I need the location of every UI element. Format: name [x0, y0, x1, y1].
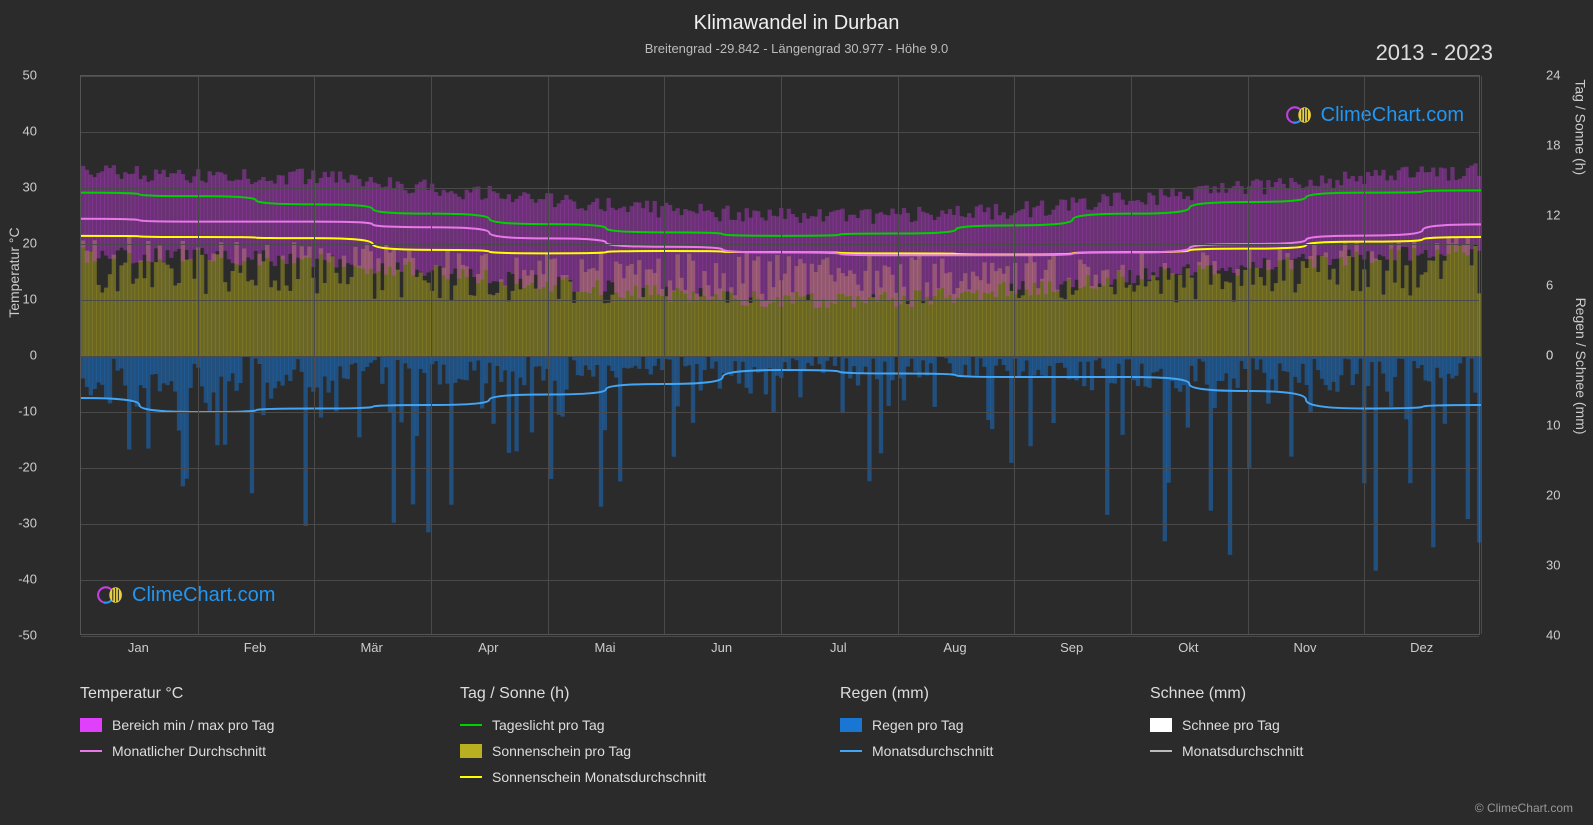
legend-swatch — [840, 718, 862, 732]
legend-item-sunshine-avg: Sonnenschein Monatsdurchschnitt — [460, 769, 800, 785]
legend-label: Tageslicht pro Tag — [492, 717, 605, 733]
legend-title-day-sun: Tag / Sonne (h) — [460, 685, 800, 703]
climechart-logo-icon — [96, 581, 124, 609]
legend-title-rain: Regen (mm) — [840, 685, 1110, 703]
legend-col-snow: Schnee (mm) Schnee pro Tag Monatsdurchsc… — [1150, 685, 1420, 785]
legend-col-day-sun: Tag / Sonne (h) Tageslicht pro Tag Sonne… — [460, 685, 800, 785]
copyright: © ClimeChart.com — [1475, 801, 1573, 815]
legend-label: Monatsdurchschnitt — [1182, 743, 1303, 759]
legend-label: Monatsdurchschnitt — [872, 743, 993, 759]
legend-line — [460, 724, 482, 726]
watermark-text: ClimeChart.com — [1321, 104, 1464, 127]
legend-item-temp-range: Bereich min / max pro Tag — [80, 717, 420, 733]
legend-label: Bereich min / max pro Tag — [112, 717, 274, 733]
legend-line — [1150, 750, 1172, 752]
y-axis-right-bot-label: Regen / Schnee (mm) — [1573, 298, 1589, 435]
legend-item-rain-bars: Regen pro Tag — [840, 717, 1110, 733]
legend: Temperatur °C Bereich min / max pro Tag … — [80, 685, 1480, 785]
y-axis-right-top-label: Tag / Sonne (h) — [1573, 79, 1589, 175]
watermark-top-right: ClimeChart.com — [1285, 101, 1464, 129]
chart-title: Klimawandel in Durban — [0, 0, 1593, 35]
chart-subtitle: Breitengrad -29.842 - Längengrad 30.977 … — [0, 35, 1593, 56]
legend-item-snow-avg: Monatsdurchschnitt — [1150, 743, 1420, 759]
legend-title-temp: Temperatur °C — [80, 685, 420, 703]
legend-item-daylight: Tageslicht pro Tag — [460, 717, 800, 733]
legend-label: Sonnenschein pro Tag — [492, 743, 631, 759]
legend-item-rain-avg: Monatsdurchschnitt — [840, 743, 1110, 759]
legend-swatch — [80, 718, 102, 732]
legend-col-rain: Regen (mm) Regen pro Tag Monatsdurchschn… — [840, 685, 1110, 785]
y-axis-left-label: Temperatur °C — [6, 227, 22, 317]
x-axis: JanFebMärAprMaiJunJulAugSepOktNovDez — [80, 640, 1480, 665]
climechart-logo-icon — [1285, 101, 1313, 129]
watermark-bottom-left: ClimeChart.com — [96, 581, 275, 609]
year-range: 2013 - 2023 — [1376, 40, 1493, 66]
legend-item-snow-bars: Schnee pro Tag — [1150, 717, 1420, 733]
legend-label: Regen pro Tag — [872, 717, 964, 733]
watermark-text: ClimeChart.com — [132, 584, 275, 607]
legend-item-temp-avg: Monatlicher Durchschnitt — [80, 743, 420, 759]
legend-swatch — [460, 744, 482, 758]
legend-label: Monatlicher Durchschnitt — [112, 743, 266, 759]
chart-plot-area: ClimeChart.com ClimeChart.com — [80, 75, 1480, 635]
legend-swatch — [1150, 718, 1172, 732]
legend-line — [840, 750, 862, 752]
legend-line — [80, 750, 102, 752]
legend-label: Sonnenschein Monatsdurchschnitt — [492, 769, 706, 785]
legend-label: Schnee pro Tag — [1182, 717, 1280, 733]
legend-title-snow: Schnee (mm) — [1150, 685, 1420, 703]
legend-line — [460, 776, 482, 778]
legend-col-temperature: Temperatur °C Bereich min / max pro Tag … — [80, 685, 420, 785]
legend-item-sunshine-bars: Sonnenschein pro Tag — [460, 743, 800, 759]
